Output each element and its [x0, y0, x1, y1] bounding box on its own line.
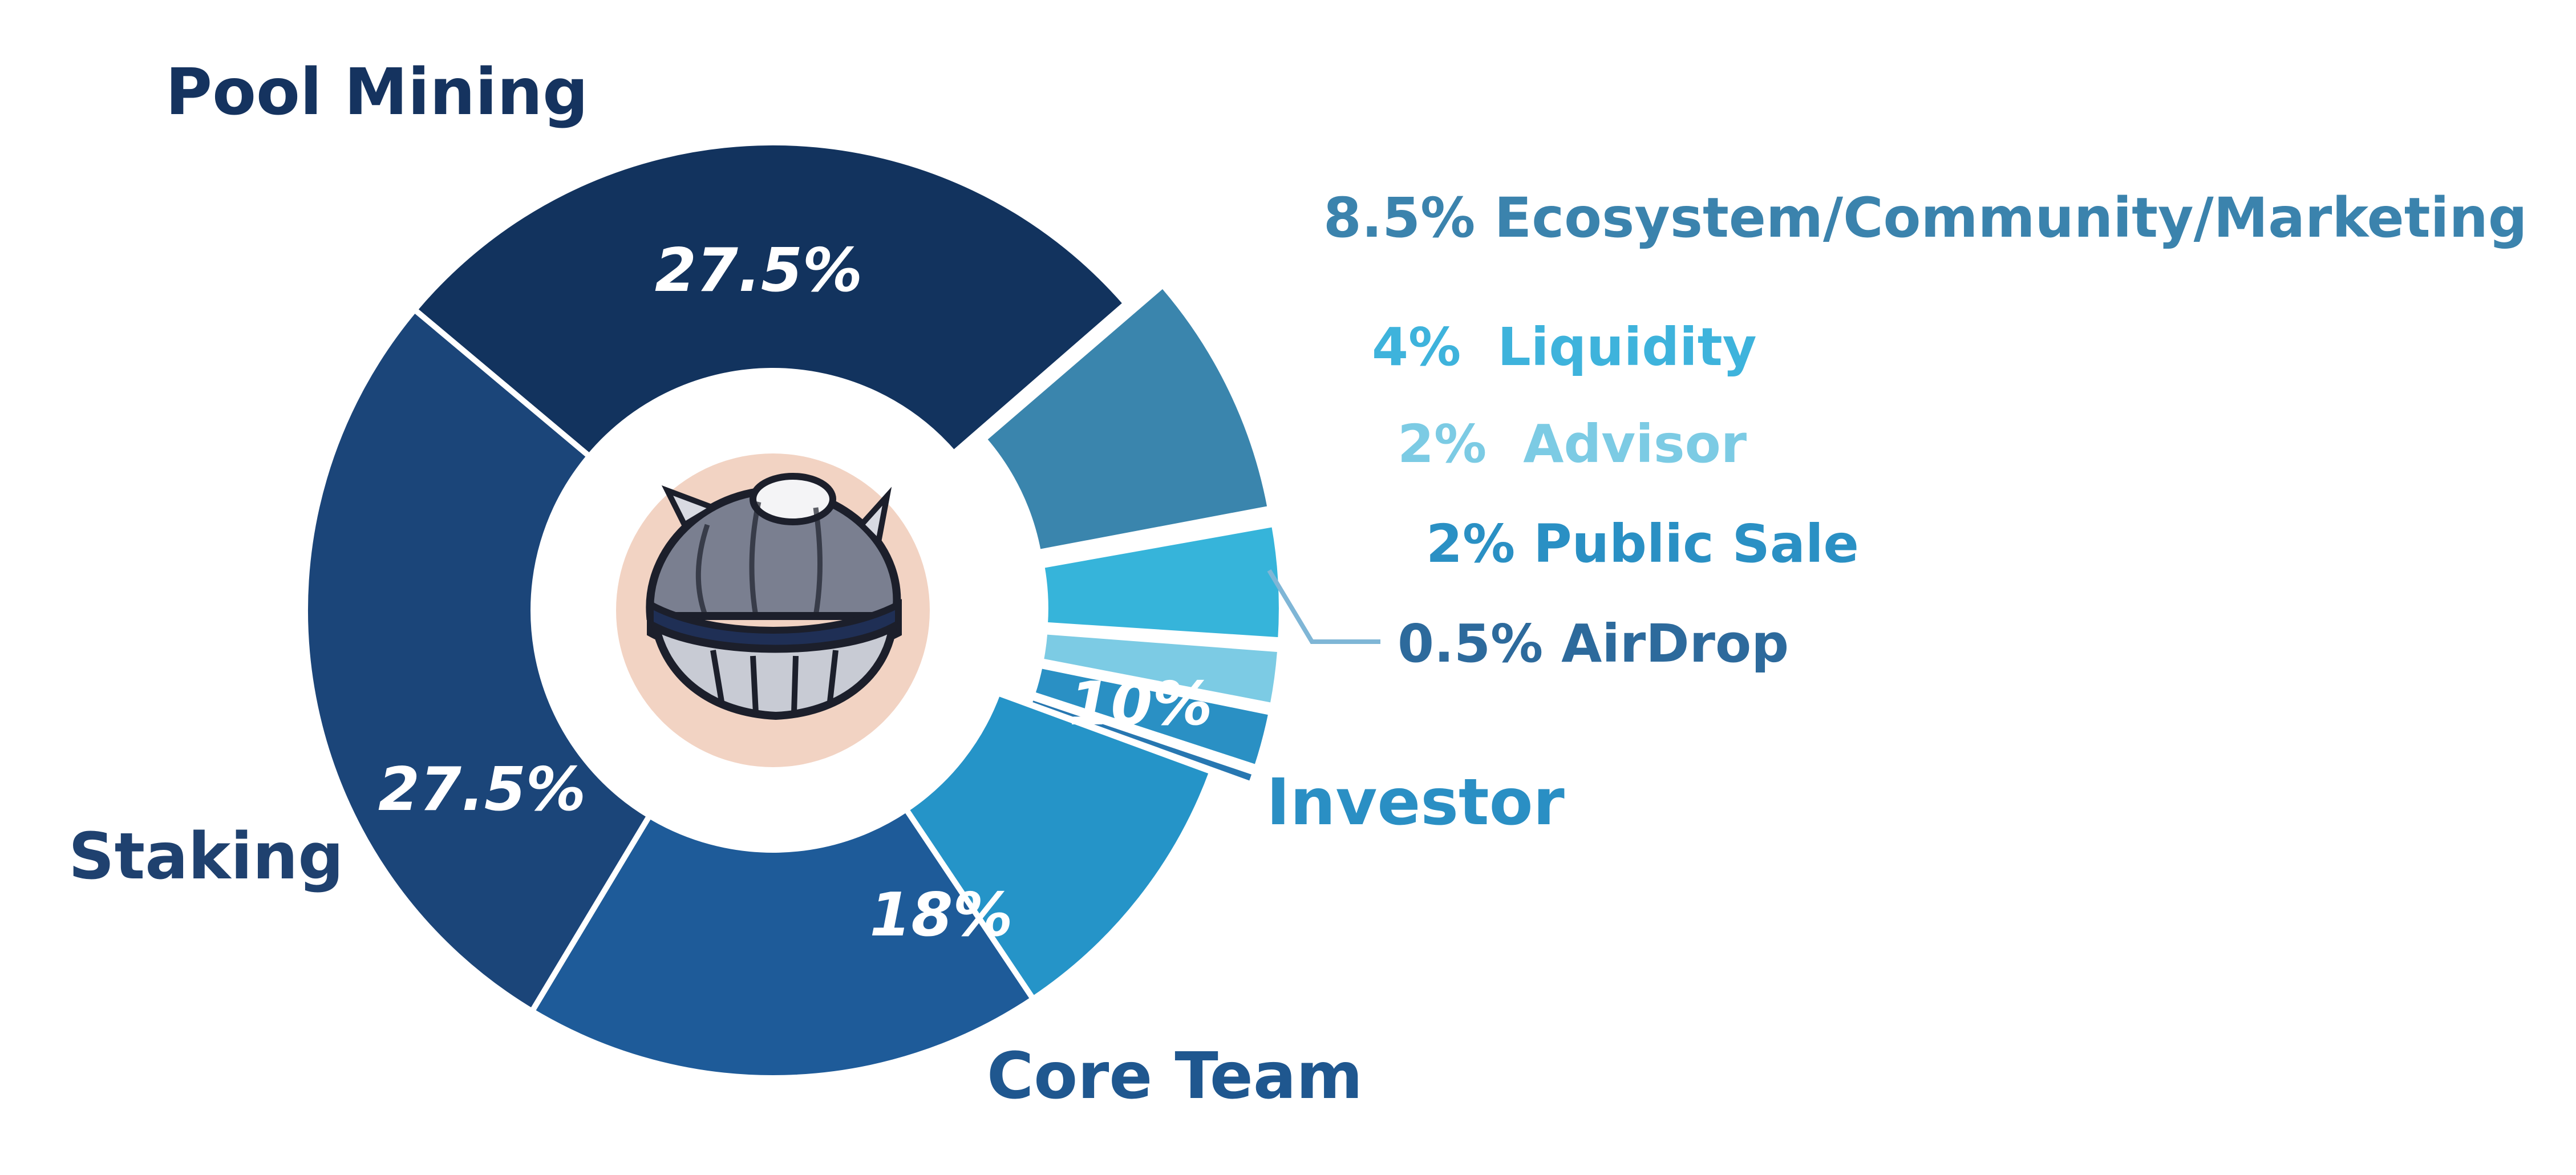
staking-label: Staking — [68, 820, 344, 894]
slice-pool-mining — [410, 139, 1130, 461]
airdrop-label: 0.5% AirDrop — [1398, 613, 1789, 674]
slice-staking — [302, 305, 654, 1015]
donut-slices — [302, 139, 1282, 1081]
advisor-label: 2% Advisor — [1398, 414, 1747, 475]
investor-label: Investor — [1266, 765, 1565, 840]
category-labels: Pool Mining Staking Core Team Investor 8… — [68, 55, 2528, 1113]
slice-advisor — [1040, 631, 1281, 707]
slice-public-sale — [1031, 665, 1272, 768]
slice-core-team — [528, 805, 1038, 1081]
public-sale-label: 2% Public Sale — [1426, 513, 1859, 574]
investor-percent: 10% — [1069, 669, 1212, 739]
pool-mining-label: Pool Mining — [165, 55, 588, 129]
ecosystem-label: 8.5% Ecosystem/Community/Marketing — [1323, 186, 2528, 250]
airdrop-leader-line — [1267, 569, 1380, 644]
slice-percent-labels: 27.5% 27.5% 18% 10% — [378, 236, 1213, 950]
slice-liquidity — [1040, 523, 1282, 641]
center-badge — [616, 453, 930, 767]
staking-percent: 27.5% — [378, 755, 586, 824]
pool-mining-percent: 27.5% — [655, 236, 862, 305]
core-team-percent: 18% — [869, 880, 1012, 950]
slice-ecosystem-community-marketing — [983, 284, 1271, 553]
core-team-label: Core Team — [987, 1039, 1363, 1113]
liquidity-label: 4% Liquidity — [1372, 317, 1757, 378]
clam-shell-icon — [646, 473, 902, 720]
